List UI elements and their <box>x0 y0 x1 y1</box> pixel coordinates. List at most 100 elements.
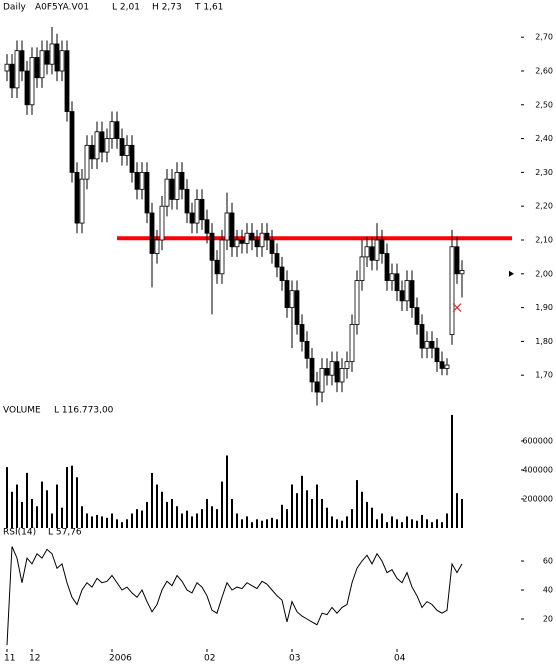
volume-bar <box>61 507 63 528</box>
volume-bar <box>186 510 188 528</box>
candle-body <box>104 138 110 153</box>
volume-bar <box>41 481 43 528</box>
candle-body <box>34 57 40 79</box>
volume-bar <box>276 519 278 528</box>
candle-body <box>344 361 350 369</box>
volume-bar <box>26 472 28 528</box>
volume-bar <box>271 517 273 528</box>
volume-bar <box>6 467 8 528</box>
volume-bar <box>336 519 338 528</box>
stat: H 2,73 <box>152 3 182 13</box>
volume-bar <box>361 491 363 528</box>
candle-body <box>109 121 115 139</box>
volume-bar <box>326 507 328 528</box>
candle-body <box>114 121 120 139</box>
candle-body <box>9 63 15 89</box>
volume-bar <box>436 519 438 528</box>
volume-bar <box>341 520 343 528</box>
y-tick-label: 1,80 <box>535 337 553 346</box>
volume-bar <box>261 520 263 528</box>
volume-bar <box>96 514 98 528</box>
stat: T 1,61 <box>194 3 223 13</box>
candle-body <box>154 239 160 254</box>
candle-body <box>169 178 175 200</box>
candle-body <box>79 178 85 224</box>
candle-body <box>209 232 215 261</box>
candle-body <box>124 144 130 156</box>
volume-bar <box>81 506 83 528</box>
candle-body <box>314 381 320 393</box>
candle-body <box>299 324 305 342</box>
volume-bar <box>156 484 158 528</box>
candle-body <box>44 50 50 65</box>
volume-bar <box>211 506 213 528</box>
volume-bar <box>146 501 148 528</box>
candle-body <box>374 239 380 261</box>
y-tick-label: 1,90 <box>535 303 553 312</box>
candle-body <box>459 270 465 275</box>
candle-body <box>454 246 460 275</box>
candle-body <box>224 212 230 241</box>
y-tick-label: 40 <box>543 586 553 595</box>
volume-bar <box>31 499 33 528</box>
candle-body <box>234 239 240 248</box>
candle-body <box>364 246 370 258</box>
candle-body <box>229 212 235 248</box>
y-tick-label: 2,70 <box>535 33 553 42</box>
volume-bar <box>316 484 318 528</box>
stat: L 2,01 <box>112 3 140 13</box>
volume-bar <box>356 480 358 528</box>
candle-body <box>159 205 165 241</box>
candle-body <box>429 340 435 349</box>
volume-bar <box>91 516 93 528</box>
volume-bar <box>301 475 303 528</box>
candle-body <box>354 280 360 325</box>
candle-body <box>199 199 205 221</box>
x-tick-label: 04 <box>394 654 406 664</box>
panel-title: VOLUME <box>3 406 41 416</box>
candle-body <box>424 340 430 349</box>
volume-bar <box>441 522 443 528</box>
volume-bar <box>21 501 23 528</box>
candle-body <box>324 368 330 376</box>
candle-body <box>294 290 300 325</box>
y-tick-label: 2,30 <box>535 168 553 177</box>
candle-body <box>279 266 285 281</box>
volume-bar <box>461 499 463 528</box>
candle-body <box>244 232 250 244</box>
volume-bar <box>321 499 323 528</box>
y-tick-label: 2,40 <box>535 134 553 143</box>
candle-body <box>419 324 425 349</box>
volume-bar <box>331 516 333 528</box>
volume-bar <box>16 484 18 528</box>
candle-body <box>304 340 310 359</box>
candle-body <box>389 273 395 281</box>
volume-bar <box>71 465 73 528</box>
candle-body <box>179 171 185 190</box>
price-pointer <box>509 270 514 277</box>
volume-bar <box>46 490 48 528</box>
candle-body <box>189 212 195 224</box>
volume-bar <box>171 499 173 528</box>
volume-bar <box>311 499 313 528</box>
y-tick-label: 60 <box>543 557 553 566</box>
volume-bar <box>216 509 218 528</box>
candle-body <box>194 199 200 224</box>
volume-bar <box>251 522 253 528</box>
volume-bar <box>351 509 353 528</box>
candle-body <box>369 246 375 261</box>
y-tick-label: 2,00 <box>535 269 553 278</box>
stat: L 116.773,00 <box>54 406 114 416</box>
volume-bar <box>381 513 383 528</box>
volume-bar <box>226 455 228 528</box>
y-tick-label: 2,20 <box>535 202 553 211</box>
volume-bar <box>456 493 458 528</box>
candle-body <box>99 131 105 153</box>
candle-body <box>149 212 155 254</box>
candle-body <box>274 253 280 268</box>
candle-body <box>399 290 405 302</box>
y-tick-label: 1,70 <box>535 371 553 380</box>
x-tick-label: 12 <box>29 654 40 664</box>
candle-body <box>49 43 55 65</box>
candle-body <box>19 50 25 72</box>
